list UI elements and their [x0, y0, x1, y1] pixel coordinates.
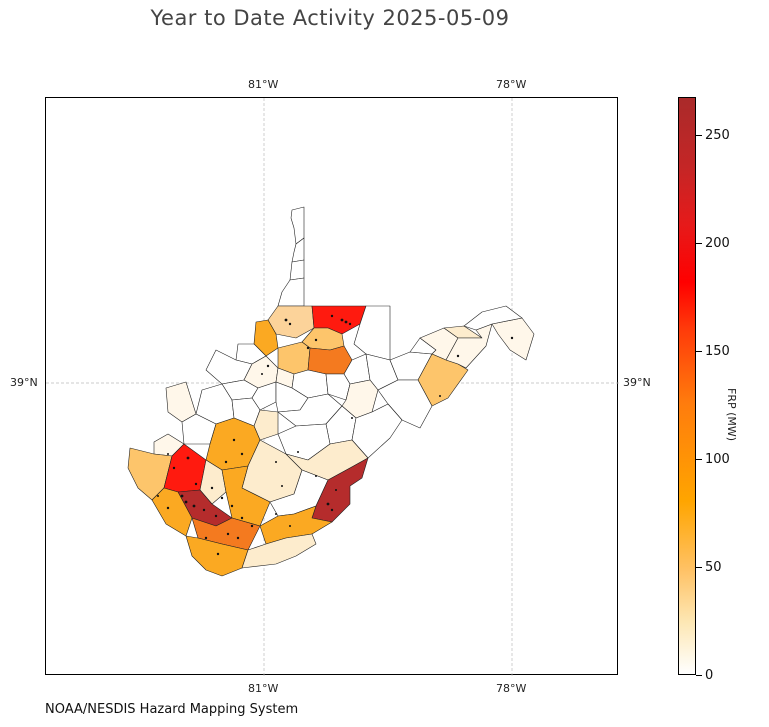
bottom-lon-tick-78w: 78°W: [496, 682, 527, 695]
county-hancock: [290, 206, 305, 245]
colorbar-tick-200: [696, 243, 702, 244]
colorbar-label-100: 100: [705, 452, 730, 467]
county-map: [46, 98, 619, 676]
colorbar-tick-0: [696, 675, 702, 676]
county-mason: [165, 381, 197, 423]
county-ohio: [289, 259, 305, 281]
colorbar-title: FRP (MW): [725, 388, 738, 442]
left-lat-tick-39n: 39°N: [10, 376, 38, 389]
bottom-lon-tick-81w: 81°W: [248, 682, 279, 695]
colorbar-label-200: 200: [705, 236, 730, 251]
top-lon-tick-81w: 81°W: [248, 78, 279, 91]
county-harrison: [277, 341, 311, 375]
county-jefferson: [491, 317, 535, 361]
colorbar-tick-150: [696, 351, 702, 352]
county-raleigh: [221, 465, 271, 527]
right-lat-tick-39n: 39°N: [623, 376, 651, 389]
source-note: NOAA/NESDIS Hazard Mapping System: [45, 702, 299, 717]
map-title: Year to Date Activity 2025-05-09: [150, 6, 510, 30]
county-south-tail: [241, 533, 317, 569]
colorbar-label-0: 0: [705, 668, 714, 683]
county-pendleton: [377, 379, 433, 429]
colorbar: [678, 97, 696, 675]
map-panel: [45, 97, 619, 676]
counties: [127, 206, 535, 577]
county-marshall: [277, 277, 305, 307]
colorbar-label-150: 150: [705, 344, 730, 359]
colorbar-label-250: 250: [705, 128, 730, 143]
top-lon-tick-78w: 78°W: [496, 78, 527, 91]
fire-points: [157, 314, 514, 556]
county-hardy: [417, 353, 469, 407]
colorbar-tick-100: [696, 459, 702, 460]
colorbar-tick-250: [696, 135, 702, 136]
county-taylor: [307, 345, 353, 375]
county-east-outline: [463, 305, 523, 331]
colorbar-tick-50: [696, 567, 702, 568]
colorbar-label-50: 50: [705, 560, 722, 575]
